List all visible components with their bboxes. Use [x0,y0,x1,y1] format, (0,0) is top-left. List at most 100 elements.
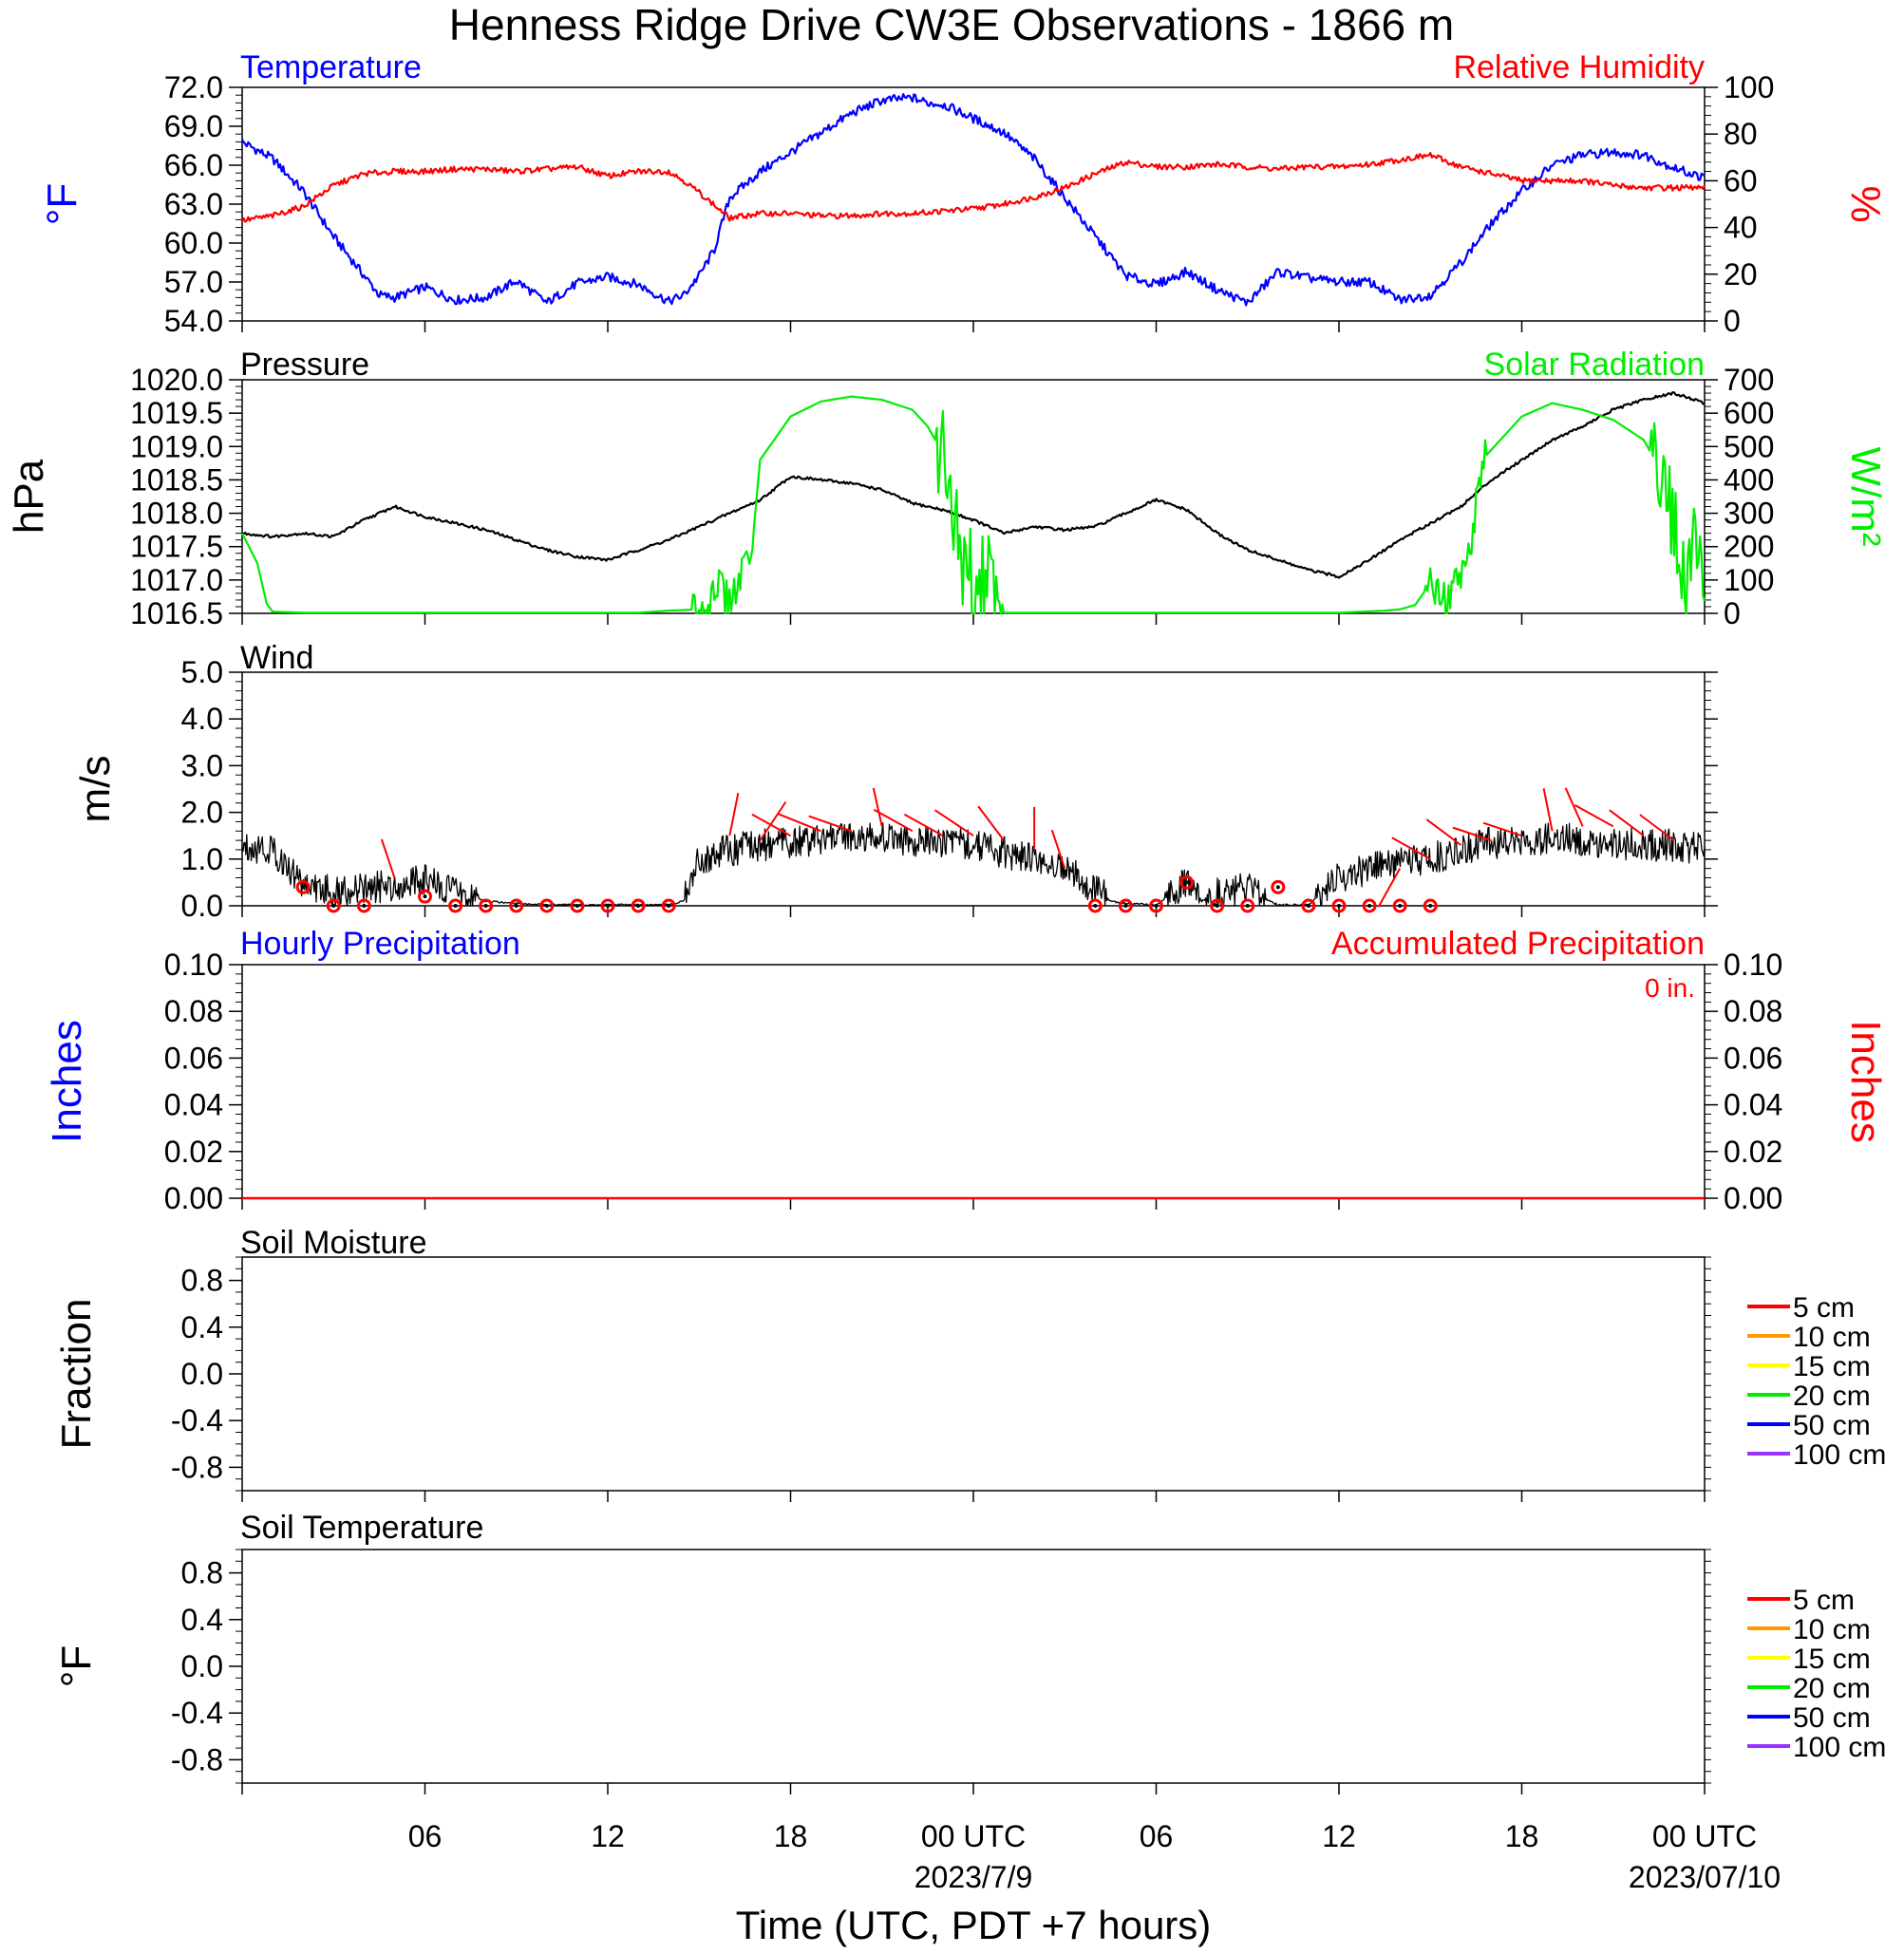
calm-marker [295,879,311,894]
calm-marker-center [1275,885,1280,890]
soil-legend-label: 100 cm [1793,1732,1886,1763]
soil-legend-label: 5 cm [1793,1585,1855,1616]
soil-temperature-y-tick-label: -0.8 [171,1742,223,1776]
soil-legend-label: 10 cm [1793,1614,1871,1645]
pressure-line [241,391,1706,579]
calm-marker-center [1428,904,1433,908]
precip-right-unit: Inches [1842,1020,1889,1143]
x-axis-label: Time (UTC, PDT +7 hours) [736,1903,1212,1947]
solar-line [241,395,1706,615]
wind-barb [1542,788,1554,832]
soil-legend-label: 50 cm [1793,1410,1871,1441]
calm-marker [418,889,432,904]
precip-y-tick-label: 0.10 [164,948,223,982]
calm-marker-center [1215,904,1219,908]
solar-y2-tick-label: 0 [1724,596,1741,630]
solar-y2-tick-label: 200 [1724,530,1774,564]
precip-r-y2-tick-label: 0.00 [1724,1181,1782,1215]
x-tick-label: 00 UTC [1652,1819,1757,1853]
wind-barb [759,801,787,841]
pressure-unit: hPa [6,459,52,534]
calm-marker-center [1154,904,1159,908]
precip-r-y2-tick-label: 0.10 [1724,948,1782,982]
solar-y2-tick-label: 500 [1724,429,1774,463]
accum-precip-value: 0 in. [1645,973,1695,1003]
wind-barb [903,813,944,837]
pressure-y-tick-label: 1018.5 [130,462,223,497]
pressure-y-tick-label: 1019.5 [130,396,223,430]
temperature-y-tick-label: 54.0 [164,304,223,338]
x-tick-label: 18 [1505,1819,1539,1853]
calm-marker [1392,898,1407,913]
wind-barb [977,805,1005,841]
calm-marker [1362,898,1377,913]
soil-legend-label: 15 cm [1793,1644,1871,1675]
temperature-unit: °F [39,183,85,225]
wind-y-tick-label: 1.0 [181,842,223,876]
precip-r-y2-tick-label: 0.06 [1724,1041,1782,1075]
solar-y2-tick-label: 100 [1724,563,1774,597]
precip-left-unit: Inches [44,1020,90,1143]
wind-barb [933,809,974,837]
calm-marker [631,898,646,913]
soil-legend-label: 15 cm [1793,1351,1871,1382]
temperature-y-tick-label: 60.0 [164,226,223,260]
pressure-y-tick-label: 1017.0 [130,563,223,597]
soil-temperature-y-tick-label: -0.4 [171,1696,223,1730]
wind-unit: m/s [72,756,119,823]
soil-moisture-title: Soil Moisture [240,1225,427,1261]
solar-y2-tick-label: 600 [1724,396,1774,430]
humidity-y2-tick-label: 80 [1724,117,1758,151]
x-tick-label: 12 [591,1819,625,1853]
soil-moisture-y-tick-label: 0.4 [181,1310,223,1344]
soil-moisture-y-tick-label: 0.0 [181,1357,223,1391]
x-tick-label: 00 UTC [921,1819,1026,1853]
chart-marks: 06 12 18 00 UTC 2023/7/9 06 12 18 00 UTC 2023/07/… [130,70,1886,1894]
soil-legend-label: 5 cm [1793,1292,1855,1324]
wind-barb [1050,829,1066,869]
calm-marker [1423,898,1438,913]
wind-barb [808,815,852,833]
wind-barb [873,808,914,833]
calm-marker-center [575,904,579,908]
solar-title: Solar Radiation [1484,347,1705,383]
wind-y-tick-label: 2.0 [181,796,223,830]
precip-panel-frame [241,964,1706,1199]
soil-moisture-y-tick-label: -0.4 [171,1403,223,1437]
soil-legend-label: 20 cm [1793,1673,1871,1704]
humidity-y2-tick-label: 60 [1724,163,1758,197]
wind-barb [1452,826,1492,842]
solar-unit: W/m² [1842,446,1889,546]
precip-r-y2-tick-label: 0.08 [1724,994,1782,1028]
x-tick-sublabel: 2023/7/9 [914,1860,1033,1894]
humidity-title: Relative Humidity [1453,49,1705,85]
pressure-panel-frame [241,379,1706,614]
calm-marker-center [301,885,306,890]
calm-marker [1210,898,1225,913]
calm-marker-center [1245,904,1250,908]
calm-marker [479,898,494,913]
solar-y2-tick-label: 700 [1724,363,1774,397]
temperature-y-tick-label: 63.0 [164,187,223,221]
calm-marker-center [483,904,488,908]
calm-marker-center [606,904,610,908]
calm-marker [448,898,463,913]
calm-marker-center [331,904,336,908]
x-tick-label: 12 [1322,1819,1356,1853]
calm-marker [1149,898,1163,913]
calm-marker-center [1367,904,1372,908]
pressure-y-tick-label: 1020.0 [130,363,223,397]
wind-y-tick-label: 0.0 [181,889,223,923]
wind-barb [1377,868,1402,908]
calm-marker-center [514,904,518,908]
wind-barb [728,793,740,836]
calm-marker-center [362,904,367,908]
wind-barb [751,813,791,837]
temperature-title: Temperature [240,49,422,85]
calm-marker [356,898,371,913]
soil-temperature-unit: °F [53,1645,100,1687]
calm-marker [600,898,615,913]
precip-y-tick-label: 0.04 [164,1088,223,1122]
pressure-y-tick-label: 1018.0 [130,497,223,531]
humidity-line [241,152,1706,223]
